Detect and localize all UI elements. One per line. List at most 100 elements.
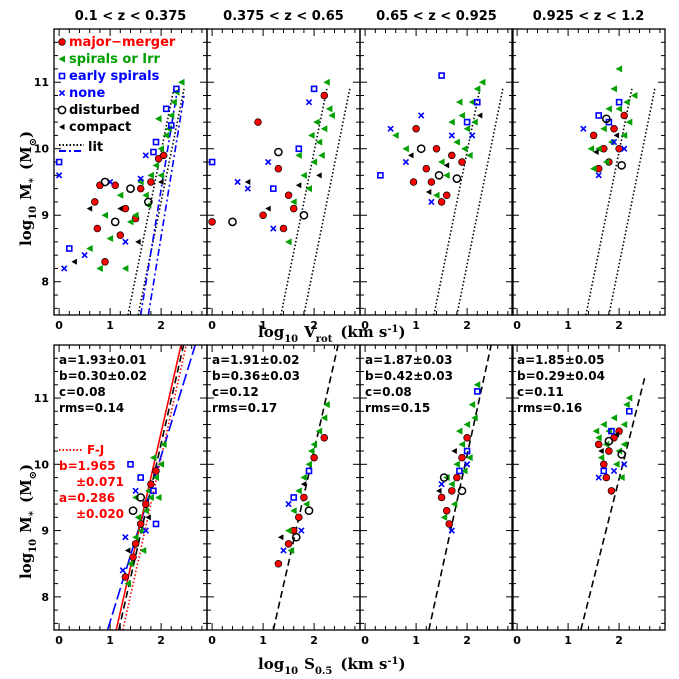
point-spirals-or-Irr [471,414,478,422]
panel-title: 0.65 < z < 0.925 [376,9,497,24]
point-disturbed [299,210,309,220]
point-major-merger [284,191,293,200]
point-none [463,461,471,468]
panel-frame [359,344,514,631]
point-spirals-or-Irr [620,421,628,429]
point-spirals-or-Irr [615,65,623,73]
point-major-merger [437,493,446,502]
point-early-spirals [152,138,160,146]
y-tick-label: 8 [41,276,49,289]
point-spirals-or-Irr [620,131,628,139]
point-major-merger [129,553,137,561]
point-spirals-or-Irr [127,560,134,568]
point-early-spirals [310,85,318,93]
line-F-J [122,345,188,630]
point-spirals-or-Irr [455,98,463,106]
point-early-spirals [55,158,63,166]
point-early-spirals [473,98,481,106]
point-early-spirals [137,474,144,481]
point-compact [436,487,442,494]
line-lit-blue [147,95,185,315]
point-disturbed [452,174,462,184]
point-none [234,178,241,186]
point-spirals-or-Irr [313,118,320,126]
x-tick-label: 2 [157,634,165,647]
point-spirals-or-Irr [600,421,607,429]
point-major-merger [284,540,293,548]
panel-frame [359,28,514,316]
fit-c: c=0.11 [517,385,564,399]
points [119,440,167,588]
point-spirals-or-Irr [139,546,147,554]
point-compact [135,238,141,245]
point-major-merger [295,513,303,522]
fit-c: c=0.08 [365,385,412,399]
lines [580,377,646,630]
point-spirals-or-Irr [618,474,625,482]
point-spirals-or-Irr [610,414,617,422]
point-early-spirals [168,122,175,129]
point-spirals-or-Irr [610,85,617,93]
x-tick-label: 0 [361,319,369,332]
line-lit [585,88,633,315]
point-spirals-or-Irr [402,145,409,153]
point-major-merger [136,184,145,193]
point-major-merger [458,158,466,166]
fj-label: F-J [87,443,104,457]
point-spirals-or-Irr [595,145,602,153]
point-early-spirals [269,185,277,192]
point-spirals-or-Irr [443,171,450,179]
point-disturbed [274,147,283,157]
point-spirals-or-Irr [450,500,458,508]
point-major-merger [445,520,454,528]
line-fit [428,345,492,630]
x-tick-label: 0 [361,634,369,647]
point-early-spirals [162,105,170,113]
point-disturbed [144,197,153,207]
point-compact [613,132,620,139]
point-spirals-or-Irr [466,151,473,159]
point-compact [295,182,302,189]
point-major-merger [91,198,99,206]
point-none [285,500,292,508]
lines [585,88,656,315]
point-spirals-or-Irr [448,118,455,126]
panel-bottom-4: 0 1 2 a=1.85±0.05 b=0.29±0.04 c=0.11 rms=0.16 [511,344,666,647]
line-lit [137,88,185,315]
point-disturbed [136,493,146,502]
point-spirals-or-Irr [461,145,468,153]
legend-label: disturbed [69,103,140,118]
point-spirals-or-Irr [170,98,177,106]
point-none [448,527,455,534]
y-tick-label: 11 [34,76,49,89]
point-disturbed [126,184,135,193]
point-major-merger [463,434,471,442]
point-none [305,98,313,106]
y-tick-label: 10 [34,143,50,156]
point-disturbed [228,217,237,227]
point-none [621,145,628,152]
point-compact [408,152,414,159]
fit-a: a=1.87±0.03 [365,353,452,367]
point-spirals-or-Irr [455,427,463,435]
panel-frame [206,28,361,316]
panel-top-4: 0 1 2 0.925 < z < 1.2 [511,9,666,332]
point-spirals-or-Irr [471,118,478,126]
point-spirals-or-Irr [630,92,638,100]
point-spirals-or-Irr [178,78,185,86]
point-major-merger [422,164,431,173]
point-spirals-or-Irr [310,158,318,166]
point-spirals-or-Irr [463,125,471,133]
point-major-merger [136,520,145,528]
x-tick-label: 2 [310,319,318,332]
point-major-merger [101,258,109,266]
fit-rms: rms=0.14 [59,401,124,415]
point-major-merger [589,131,598,140]
point-spirals-or-Irr [623,401,630,409]
point-spirals-or-Irr [157,145,165,153]
point-spirals-or-Irr [315,138,323,146]
point-spirals-or-Irr [315,427,323,435]
point-compact [598,448,604,455]
points [377,72,486,206]
